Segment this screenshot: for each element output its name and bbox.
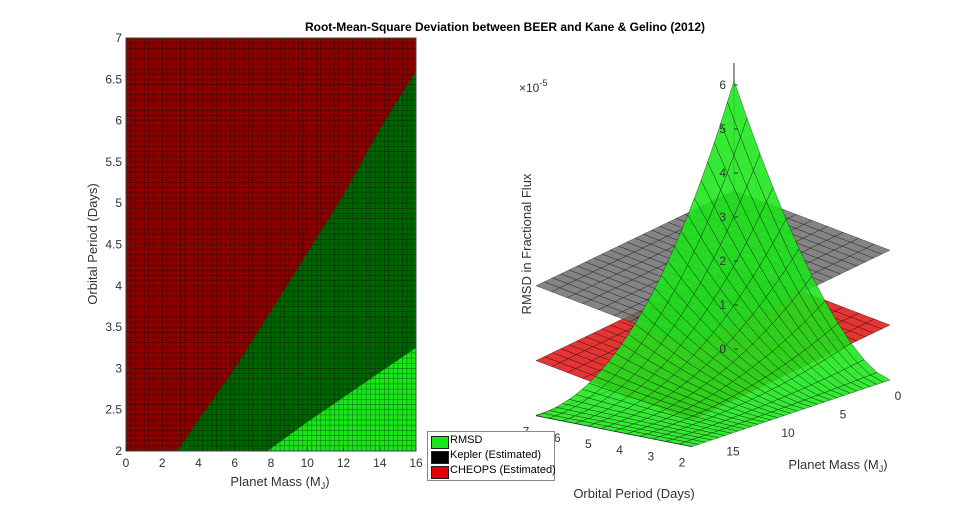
- kepler-region: [176, 71, 416, 451]
- y-tick-label: 3: [115, 361, 122, 375]
- x-tick-label: 6: [231, 456, 238, 470]
- x-tick-label: 14: [373, 456, 387, 470]
- mass-tick-label: 10: [781, 426, 795, 440]
- y-tick-label: 2: [115, 444, 122, 458]
- x-tick-label: 10: [301, 456, 315, 470]
- z-tick-label: 3: [719, 210, 726, 224]
- x-tick-label: 0: [123, 456, 130, 470]
- y-tick-label: 2.5: [105, 403, 122, 417]
- y-tick-label: 5: [115, 196, 122, 210]
- legend-swatch-rmsd: [431, 436, 449, 449]
- z-tick-label: 4: [719, 166, 726, 180]
- right-chart: 0123456051015234567 ×10-5 RMSD in Fracti…: [519, 63, 902, 501]
- y-tick-label: 6.5: [105, 72, 122, 86]
- x-tick-label: 12: [337, 456, 351, 470]
- y-tick-label: 5.5: [105, 155, 122, 169]
- legend-swatch-cheops: [431, 466, 449, 479]
- period-tick-label: 4: [616, 443, 623, 457]
- z-tick-label: 1: [719, 298, 726, 312]
- mass-tick-label: 15: [726, 445, 740, 459]
- y-tick-label: 6: [115, 114, 122, 128]
- mass-tick-label: 0: [895, 389, 902, 403]
- period-tick-label: 3: [647, 449, 654, 463]
- x-tick-label: 8: [268, 456, 275, 470]
- x-tick-label: 4: [195, 456, 202, 470]
- z-tick-label: 5: [719, 122, 726, 136]
- rmsd-cell: [535, 413, 557, 419]
- legend-label-cheops: CHEOPS (Estimated): [450, 464, 556, 476]
- period-tick-label: 2: [679, 456, 686, 470]
- z-tick-label: 2: [719, 254, 726, 268]
- x-tick-label: 16: [409, 456, 423, 470]
- right-mass-label: Planet Mass (MJ): [788, 457, 887, 474]
- right-zscale-label: ×10-5: [519, 78, 547, 95]
- y-tick-label: 3.5: [105, 320, 122, 334]
- y-tick-label: 4: [115, 279, 122, 293]
- x-tick-label: 2: [159, 456, 166, 470]
- legend-label-kepler: Kepler (Estimated): [450, 449, 542, 461]
- rmsd-region: [267, 347, 416, 451]
- period-tick-label: 5: [585, 437, 592, 451]
- y-tick-label: 7: [115, 31, 122, 45]
- period-tick-label: 6: [554, 431, 561, 445]
- z-tick-label: 6: [719, 78, 726, 92]
- mass-tick-label: 5: [840, 408, 847, 422]
- legend-label-rmsd: RMSD: [450, 434, 483, 446]
- left-xlabel: Planet Mass (MJ): [230, 474, 329, 491]
- legend: RMSD Kepler (Estimated) CHEOPS (Estimate…: [427, 431, 556, 481]
- left-ylabel: Orbital Period (Days): [85, 183, 100, 304]
- figure-title: Root-Mean-Square Deviation between BEER …: [305, 20, 705, 34]
- cheops-surface-cell: [535, 356, 561, 367]
- right-zlabel: RMSD in Fractional Flux: [519, 173, 534, 314]
- kepler-surface-cell: [535, 281, 561, 292]
- legend-swatch-kepler: [431, 451, 449, 464]
- right-period-label: Orbital Period (Days): [573, 486, 694, 501]
- y-tick-label: 4.5: [105, 238, 122, 252]
- z-tick-label: 0: [719, 342, 726, 356]
- rmsd-surface: [535, 80, 891, 447]
